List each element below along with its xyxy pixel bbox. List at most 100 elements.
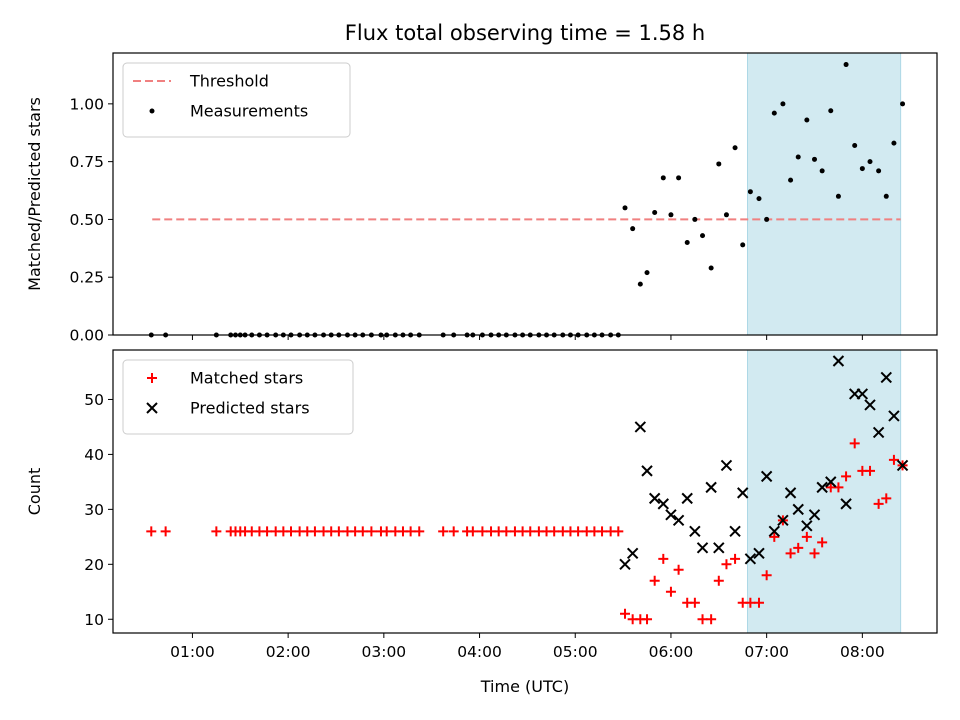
data-point [620,608,631,619]
data-point [816,481,828,494]
data-point [729,525,741,538]
data-point [501,526,512,537]
data-point [761,570,772,581]
y-tick-label: 0.50 [69,211,104,229]
x-tick-label: 05:00 [553,643,598,661]
data-point [637,281,643,287]
data-point [697,614,708,625]
y-tick-label: 10 [84,611,104,629]
data-point [630,226,636,232]
data-point [730,553,741,564]
data-point [723,212,729,218]
data-point [747,189,753,195]
data-point [859,166,865,172]
data-point [780,101,786,107]
data-point [668,212,674,218]
data-point [708,265,714,271]
data-point [852,142,858,148]
legend: Matched stars Predicted stars [122,359,354,435]
data-point [888,454,899,465]
data-point [760,470,773,483]
data-point [881,493,892,504]
data-point [769,531,780,542]
legend-swatch [146,402,158,414]
data-point [642,614,653,625]
data-point [819,168,825,174]
series-matched-stars [146,438,908,625]
legend-swatch [149,108,155,114]
data-point [865,465,876,476]
data-point [619,558,631,571]
data-point [808,509,821,521]
y-tick-label: 0.00 [69,327,104,345]
data-point [689,525,701,538]
y-axis-label: Count [25,468,44,516]
data-point [745,597,756,608]
data-point [817,537,828,548]
data-point [477,526,488,537]
x-tick-label: 04:00 [457,643,502,661]
data-point [771,110,777,116]
data-point [876,168,882,174]
data-point [676,175,682,181]
data-point [286,526,297,537]
data-point [716,161,722,167]
data-point [634,421,647,433]
data-point [673,564,684,575]
data-point [665,509,677,521]
x-tick-label: 07:00 [744,643,789,661]
data-point [840,498,852,510]
data-point [713,542,725,554]
data-point [262,526,273,537]
data-point [801,531,812,542]
data-point [900,101,906,107]
x-tick-label: 06:00 [649,643,694,661]
y-tick-label: 50 [84,391,104,409]
x-tick-label: 08:00 [840,643,885,661]
data-point [835,193,841,199]
data-point [146,526,157,537]
data-point [788,177,794,183]
data-point [809,548,820,559]
data-point [753,597,764,608]
x-tick-label: 03:00 [362,643,407,661]
axes-frame [112,52,938,336]
ratio-panel: 0.00 0.25 0.50 0.75 1.00 Matched/Predicted st… [25,52,938,345]
data-point [357,526,368,537]
data-point [888,410,900,422]
series-predicted-stars [619,355,909,571]
data-point [873,498,884,509]
y-tick-label: 0.25 [69,269,104,287]
data-point [211,526,222,537]
data-point [756,196,762,202]
data-point [405,526,416,537]
data-point [648,492,661,505]
data-point [721,559,732,570]
axes-frame [112,349,938,634]
data-point [366,526,377,537]
data-point [684,240,690,246]
data-point [381,526,392,537]
data-point [792,503,804,516]
legend-label: Threshold [189,72,269,91]
data-point [649,575,660,586]
x-axis-label: Time (UTC) [480,677,569,696]
data-point [525,526,536,537]
data-point [793,542,804,553]
data-point [896,459,909,472]
data-point [732,145,738,151]
x-tick-label: 02:00 [266,643,311,661]
data-point [626,547,639,560]
data-point [841,471,852,482]
data-point [692,216,698,222]
data-point [706,614,717,625]
data-point [849,438,860,449]
data-point [652,209,658,215]
data-point [864,399,876,411]
data-point [700,233,706,239]
data-point [812,156,818,162]
data-point [665,586,676,597]
data-point [705,481,717,494]
legend-label: Measurements [190,102,308,121]
